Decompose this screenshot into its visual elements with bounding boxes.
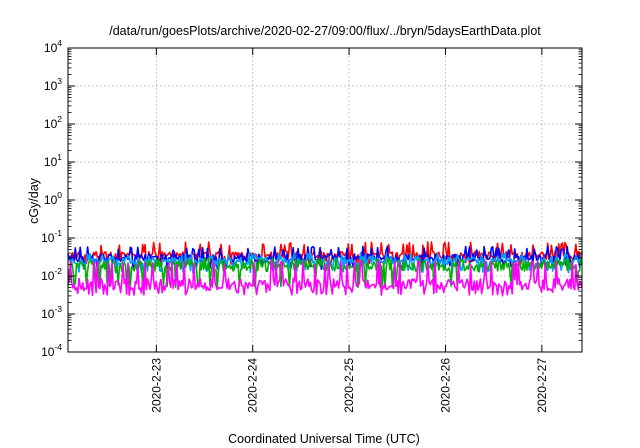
- y-tick-label: 102: [44, 114, 62, 131]
- x-tick-label: 2020-2-26: [438, 358, 452, 413]
- chart-title: /data/run/goesPlots/archive/2020-02-27/0…: [109, 24, 541, 38]
- y-tick-label: 103: [44, 76, 62, 93]
- series-line-2: [67, 245, 583, 271]
- gridlines: [68, 48, 582, 352]
- y-tick-label: 10-4: [41, 342, 62, 359]
- x-axis-label: Coordinated Universal Time (UTC): [228, 432, 420, 446]
- x-tick-label: 2020-2-23: [149, 358, 163, 413]
- series-line-5: [67, 260, 583, 297]
- y-tick-label: 100: [44, 190, 62, 207]
- y-tick-label: 104: [44, 38, 62, 55]
- x-tick-label: 2020-2-24: [246, 358, 260, 413]
- y-tick-label: 101: [44, 152, 62, 169]
- y-tick-label: 10-2: [41, 266, 62, 283]
- x-tick-label: 2020-2-27: [535, 358, 549, 413]
- y-tick-label: 10-1: [41, 228, 62, 245]
- x-tick-label: 2020-2-25: [342, 358, 356, 413]
- series-group: [67, 241, 583, 297]
- y-tick-label: 10-3: [41, 304, 62, 321]
- ticks: 10-4 10-3 10-2 10-1 100 101 102 103 104 2020-2-23…: [41, 38, 582, 413]
- y-axis-label: cGy/day: [27, 177, 41, 224]
